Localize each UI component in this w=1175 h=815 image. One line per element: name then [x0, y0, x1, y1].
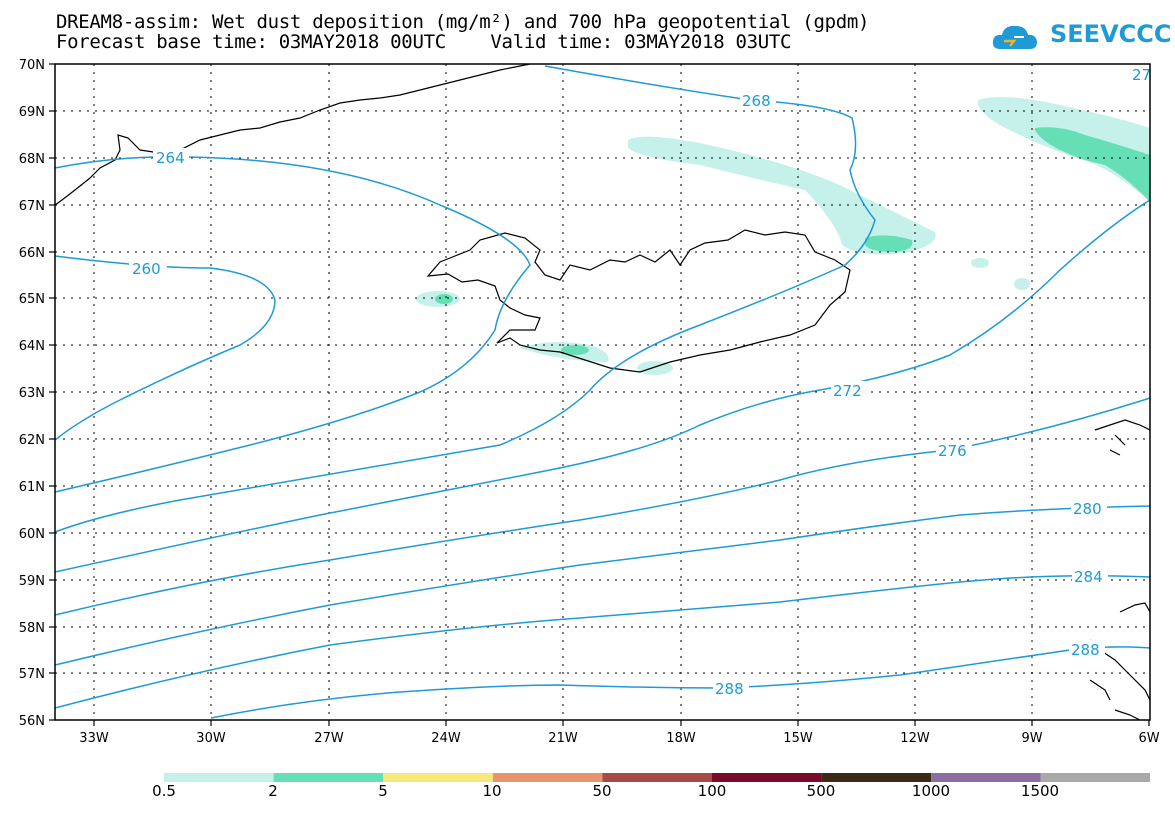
greenland-coast	[54, 63, 531, 206]
dust-patch-light	[971, 258, 989, 268]
colorbar-segment	[164, 773, 274, 782]
lon-label: 9W	[1021, 731, 1042, 746]
lon-label: 12W	[900, 731, 930, 746]
lat-label: 62N	[19, 433, 45, 448]
lon-label: 27W	[314, 731, 344, 746]
contour-label: 264	[156, 149, 185, 167]
coastlines	[54, 63, 1151, 721]
colorbar-segment	[712, 773, 822, 782]
lat-label: 67N	[19, 199, 45, 214]
colorbar-label: 2	[268, 782, 278, 800]
lat-label: 64N	[19, 339, 45, 354]
contour-label: 280	[1073, 500, 1102, 518]
contour-268	[54, 65, 876, 533]
contour-label: 284	[1074, 568, 1103, 586]
dust-patch-medium	[1035, 127, 1150, 202]
colorbar-label: 50	[592, 782, 612, 800]
colorbar-segment	[1040, 773, 1150, 782]
geopotential-contours	[54, 65, 1151, 719]
lat-label: 69N	[19, 105, 45, 120]
lat-label: 56N	[19, 714, 45, 729]
map-frame	[54, 63, 1151, 721]
lon-label: 21W	[548, 731, 578, 746]
iceland-coast	[426, 229, 851, 373]
colorbar-label: 100	[697, 782, 727, 800]
lat-label: 57N	[19, 667, 45, 682]
lon-label: 30W	[196, 731, 226, 746]
contour-label: 27	[1132, 66, 1151, 84]
dust-patch-light	[1014, 278, 1030, 290]
lat-label: 66N	[19, 246, 45, 261]
colorbar-label: 0.5	[152, 782, 176, 800]
lon-label: 6W	[1138, 731, 1159, 746]
chart-subtitle: Forecast base time: 03MAY2018 00UTC Vali…	[56, 31, 792, 53]
chart-title: DREAM8-assim: Wet dust deposition (mg/m²…	[56, 11, 870, 33]
lon-label: 24W	[431, 731, 461, 746]
colorbar-label: 1500	[1020, 782, 1060, 800]
dust-patch-light	[628, 136, 936, 255]
contour-284	[54, 575, 1151, 709]
seevccc-logo-text: SEEVCCC	[1050, 20, 1172, 48]
contour-label-group: 264 260 268 272 276 280 284 288 288 27	[129, 66, 1151, 698]
seevccc-cloud-logo-icon	[992, 25, 1037, 49]
colorbar-label: 5	[378, 782, 388, 800]
colorbar-segment	[492, 773, 603, 782]
faroe-shetland-coast	[1094, 419, 1151, 456]
colorbar-segment	[821, 773, 932, 782]
dust-patch-medium	[561, 345, 589, 355]
contour-276	[54, 397, 1151, 616]
lon-label: 33W	[79, 731, 109, 746]
lat-label: 60N	[19, 527, 45, 542]
lat-label: 58N	[19, 621, 45, 636]
colorbar-segment	[273, 773, 384, 782]
graticule	[55, 64, 1150, 720]
contour-260	[54, 255, 276, 441]
latitude-labels: 70N 69N 68N 67N 66N 65N 64N 63N 62N 61N …	[19, 58, 45, 729]
contour-label: 288	[715, 680, 744, 698]
colorbar	[164, 773, 1150, 782]
contour-label: 268	[742, 92, 771, 110]
wet-dust-deposition-shading	[416, 96, 1150, 375]
lat-label: 59N	[19, 574, 45, 589]
contour-label: 260	[132, 260, 161, 278]
colorbar-label: 500	[806, 782, 836, 800]
contour-label: 276	[938, 442, 967, 460]
lat-label: 70N	[19, 58, 45, 73]
lat-label: 68N	[19, 152, 45, 167]
colorbar-label: 10	[482, 782, 502, 800]
colorbar-segment	[383, 773, 493, 782]
axis-ticks	[49, 63, 1150, 726]
contour-label: 288	[1071, 641, 1100, 659]
dust-patch-medium	[865, 235, 913, 252]
colorbar-segment	[931, 773, 1041, 782]
contour-264	[54, 156, 531, 493]
scotland-coast	[1089, 602, 1151, 721]
dust-patch-medium	[435, 294, 453, 304]
contour-272	[54, 199, 1151, 573]
colorbar-segment	[602, 773, 712, 782]
lat-label: 63N	[19, 386, 45, 401]
longitude-labels: 33W 30W 27W 24W 21W 18W 15W 12W 9W 6W	[79, 731, 1159, 746]
lon-label: 18W	[666, 731, 696, 746]
colorbar-label: 1000	[911, 782, 951, 800]
lon-label: 15W	[783, 731, 813, 746]
lat-label: 61N	[19, 480, 45, 495]
lat-label: 65N	[19, 292, 45, 307]
contour-280	[54, 505, 1151, 666]
contour-label: 272	[833, 382, 862, 400]
